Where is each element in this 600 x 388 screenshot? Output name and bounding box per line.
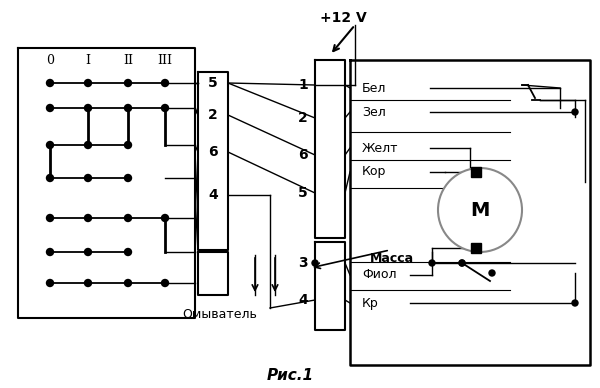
Circle shape (161, 104, 169, 111)
Text: Масса: Масса (370, 251, 414, 265)
Polygon shape (471, 243, 481, 253)
Circle shape (85, 104, 91, 111)
Polygon shape (471, 167, 481, 177)
Text: 2: 2 (298, 111, 308, 125)
Text: 0: 0 (46, 54, 54, 68)
Circle shape (85, 248, 91, 256)
Circle shape (572, 300, 578, 306)
Circle shape (489, 270, 495, 276)
Circle shape (125, 215, 131, 222)
Text: Кр: Кр (362, 296, 379, 310)
Circle shape (125, 248, 131, 256)
Text: Желт: Желт (362, 142, 398, 154)
Circle shape (125, 279, 131, 286)
Circle shape (85, 175, 91, 182)
Circle shape (125, 175, 131, 182)
Text: 4: 4 (208, 188, 218, 202)
Text: +12 V: +12 V (320, 11, 367, 25)
Text: III: III (157, 54, 173, 68)
Circle shape (161, 80, 169, 87)
Text: Кор: Кор (362, 166, 386, 178)
Circle shape (47, 142, 53, 149)
Circle shape (47, 215, 53, 222)
Circle shape (125, 142, 131, 149)
Text: Бел: Бел (362, 81, 386, 95)
Circle shape (459, 260, 465, 266)
Circle shape (125, 104, 131, 111)
Text: 5: 5 (298, 186, 308, 200)
Text: 1: 1 (298, 78, 308, 92)
Circle shape (47, 175, 53, 182)
Circle shape (85, 80, 91, 87)
Text: 4: 4 (298, 293, 308, 307)
Circle shape (47, 80, 53, 87)
Text: 2: 2 (208, 108, 218, 122)
Circle shape (47, 248, 53, 256)
Circle shape (459, 260, 465, 266)
Text: Омыватель: Омыватель (182, 308, 257, 322)
Text: Зел: Зел (362, 106, 386, 118)
Circle shape (161, 215, 169, 222)
Circle shape (85, 215, 91, 222)
Circle shape (85, 142, 91, 149)
Circle shape (438, 168, 522, 252)
Circle shape (47, 104, 53, 111)
Text: Фиол: Фиол (362, 268, 397, 282)
Circle shape (85, 279, 91, 286)
Circle shape (125, 80, 131, 87)
Circle shape (312, 260, 318, 266)
Text: М: М (470, 201, 490, 220)
Text: Рис.1: Рис.1 (266, 367, 314, 383)
Circle shape (572, 109, 578, 115)
Text: I: I (86, 54, 91, 68)
Text: II: II (123, 54, 133, 68)
Text: 3: 3 (298, 256, 308, 270)
Text: 5: 5 (208, 76, 218, 90)
Circle shape (161, 279, 169, 286)
Circle shape (429, 260, 435, 266)
Text: 6: 6 (298, 148, 308, 162)
Text: 6: 6 (208, 145, 218, 159)
Circle shape (47, 279, 53, 286)
